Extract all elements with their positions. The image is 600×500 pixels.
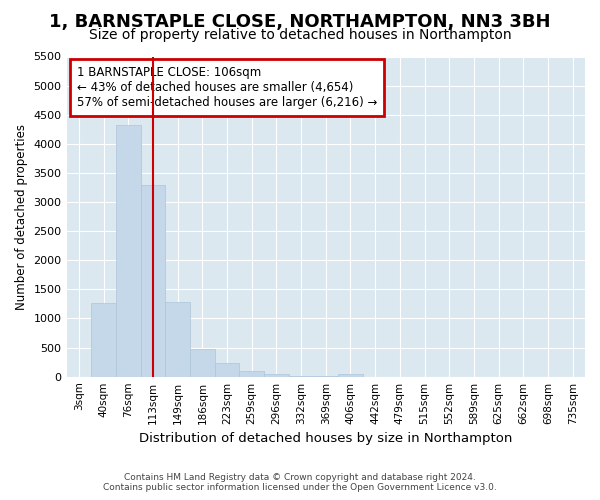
Text: Contains HM Land Registry data © Crown copyright and database right 2024.
Contai: Contains HM Land Registry data © Crown c… (103, 473, 497, 492)
Bar (91, 304, 116, 376)
Text: Size of property relative to detached houses in Northampton: Size of property relative to detached ho… (89, 28, 511, 42)
Y-axis label: Number of detached properties: Number of detached properties (15, 124, 28, 310)
Bar (116, 124, 140, 376)
Bar (190, 350, 215, 376)
Text: 1 BARNSTAPLE CLOSE: 106sqm
← 43% of detached houses are smaller (4,654)
57% of s: 1 BARNSTAPLE CLOSE: 106sqm ← 43% of deta… (77, 66, 377, 109)
Bar (338, 374, 363, 376)
X-axis label: Distribution of detached houses by size in Northampton: Distribution of detached houses by size … (139, 432, 512, 445)
Bar (239, 372, 264, 376)
Bar (264, 374, 289, 376)
Text: 1, BARNSTAPLE CLOSE, NORTHAMPTON, NN3 3BH: 1, BARNSTAPLE CLOSE, NORTHAMPTON, NN3 3B… (49, 12, 551, 30)
Bar (165, 302, 190, 376)
Bar (140, 184, 165, 376)
Bar (215, 362, 239, 376)
